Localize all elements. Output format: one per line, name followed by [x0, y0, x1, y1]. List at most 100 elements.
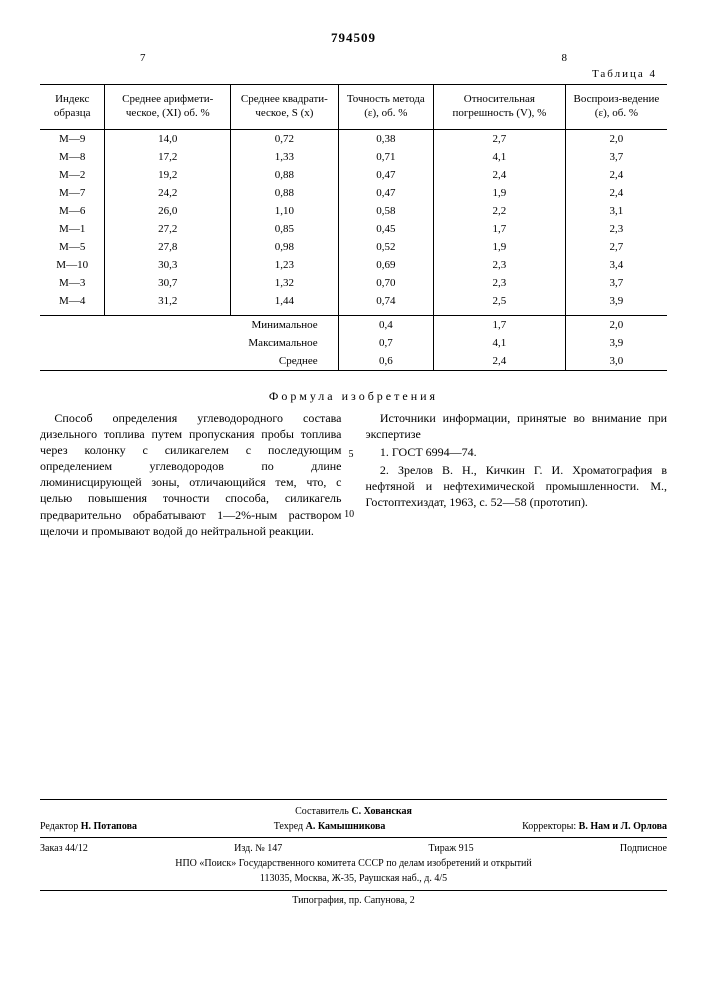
summary-cell: 1,7	[433, 315, 565, 334]
table-cell: 0,47	[338, 184, 433, 202]
page-numbers: 7 8	[40, 52, 667, 64]
summary-row: Среднее0,62,43,0	[40, 352, 667, 371]
col-header: Среднее квадрати-ческое, S (x)	[231, 85, 339, 130]
table-cell: 2,3	[565, 220, 667, 238]
table-cell: М—5	[40, 238, 105, 256]
techred: Техред А. Камышникова	[274, 821, 386, 832]
summary-cell: 2,4	[433, 352, 565, 371]
table-cell: 26,0	[105, 202, 231, 220]
table-cell: 17,2	[105, 148, 231, 166]
subscription: Подписное	[620, 843, 667, 854]
summary-cell: 2,0	[565, 315, 667, 334]
typography-line: Типография, пр. Сапунова, 2	[40, 895, 667, 906]
table-cell: М—8	[40, 148, 105, 166]
table-cell: 27,2	[105, 220, 231, 238]
summary-row: Максимальное0,74,13,9	[40, 334, 667, 352]
table-cell: 1,33	[231, 148, 339, 166]
table-cell: М—9	[40, 129, 105, 148]
table-cell: 1,23	[231, 256, 339, 274]
table-row: М—527,80,980,521,92,7	[40, 238, 667, 256]
table-cell: 2,4	[565, 166, 667, 184]
source-2: 2. Зрелов В. Н., Кичкин Г. И. Хроматогра…	[366, 462, 668, 511]
line-number-5: 5	[348, 449, 353, 460]
table-body: М—914,00,720,382,72,0М—817,21,330,714,13…	[40, 129, 667, 370]
summary-cell: 0,7	[338, 334, 433, 352]
formula-title: Формула изобретения	[40, 389, 667, 404]
col-header: Среднее арифмети-ческое, (XI) об. %	[105, 85, 231, 130]
data-table: Индекс образца Среднее арифмети-ческое, …	[40, 84, 667, 371]
table-cell: 2,4	[565, 184, 667, 202]
summary-label: Минимальное	[40, 315, 338, 334]
table-cell: 2,7	[565, 238, 667, 256]
table-cell: 2,3	[433, 274, 565, 292]
table-cell: 0,70	[338, 274, 433, 292]
table-cell: 30,7	[105, 274, 231, 292]
table-cell: 2,7	[433, 129, 565, 148]
table-cell: 0,88	[231, 184, 339, 202]
table-cell: 0,98	[231, 238, 339, 256]
table-cell: 1,10	[231, 202, 339, 220]
table-cell: 0,88	[231, 166, 339, 184]
table-cell: 0,47	[338, 166, 433, 184]
table-cell: 31,2	[105, 292, 231, 316]
sources-title: Источники информации, принятые во вниман…	[366, 410, 668, 442]
table-row: М—817,21,330,714,13,7	[40, 148, 667, 166]
summary-cell: 0,6	[338, 352, 433, 371]
table-cell: 3,7	[565, 274, 667, 292]
table-cell: 3,9	[565, 292, 667, 316]
table-cell: 2,2	[433, 202, 565, 220]
table-cell: М—6	[40, 202, 105, 220]
table-cell: 0,45	[338, 220, 433, 238]
table-row: М—626,01,100,582,23,1	[40, 202, 667, 220]
order-number: Заказ 44/12	[40, 843, 88, 854]
summary-cell: 0,4	[338, 315, 433, 334]
table-cell: М—4	[40, 292, 105, 316]
address: 113035, Москва, Ж-35, Раушская наб., д. …	[260, 873, 447, 884]
table-row: М—1030,31,230,692,33,4	[40, 256, 667, 274]
table-row: М—724,20,880,471,92,4	[40, 184, 667, 202]
col-header: Относительная погрешность (V), %	[433, 85, 565, 130]
summary-cell: 4,1	[433, 334, 565, 352]
table-cell: 1,7	[433, 220, 565, 238]
organization: НПО «Поиск» Государственного комитета СС…	[175, 858, 532, 869]
table-cell: 1,32	[231, 274, 339, 292]
page-right: 8	[562, 52, 568, 64]
source-1: 1. ГОСТ 6994—74.	[366, 444, 668, 460]
table-cell: М—1	[40, 220, 105, 238]
table-label: Таблица 4	[40, 68, 667, 80]
table-cell: 14,0	[105, 129, 231, 148]
summary-label: Максимальное	[40, 334, 338, 352]
table-cell: 3,1	[565, 202, 667, 220]
table-cell: 2,0	[565, 129, 667, 148]
line-number-10: 10	[344, 509, 354, 520]
table-cell: 1,44	[231, 292, 339, 316]
table-row: М—431,21,440,742,53,9	[40, 292, 667, 316]
editor: Редактор Н. Потапова	[40, 821, 137, 832]
summary-row: Минимальное0,41,72,0	[40, 315, 667, 334]
table-cell: 2,4	[433, 166, 565, 184]
edition-number: Изд. № 147	[234, 843, 282, 854]
correctors: Корректоры: В. Нам и Л. Орлова	[522, 821, 667, 832]
table-cell: 0,38	[338, 129, 433, 148]
table-cell: М—2	[40, 166, 105, 184]
table-row: М—330,71,320,702,33,7	[40, 274, 667, 292]
table-cell: 2,5	[433, 292, 565, 316]
table-cell: 24,2	[105, 184, 231, 202]
table-cell: 0,69	[338, 256, 433, 274]
col-header: Индекс образца	[40, 85, 105, 130]
table-header-row: Индекс образца Среднее арифмети-ческое, …	[40, 85, 667, 130]
col-header: Воспроиз-ведение (ε), об. %	[565, 85, 667, 130]
table-row: М—127,20,850,451,72,3	[40, 220, 667, 238]
table-cell: 27,8	[105, 238, 231, 256]
table-cell: 2,3	[433, 256, 565, 274]
summary-label: Среднее	[40, 352, 338, 371]
compiler: Составитель С. Хованская	[295, 806, 412, 817]
table-cell: 4,1	[433, 148, 565, 166]
table-cell: 0,71	[338, 148, 433, 166]
table-cell: М—10	[40, 256, 105, 274]
table-cell: 3,4	[565, 256, 667, 274]
table-row: М—219,20,880,472,42,4	[40, 166, 667, 184]
table-cell: 0,74	[338, 292, 433, 316]
table-cell: М—3	[40, 274, 105, 292]
table-row: М—914,00,720,382,72,0	[40, 129, 667, 148]
